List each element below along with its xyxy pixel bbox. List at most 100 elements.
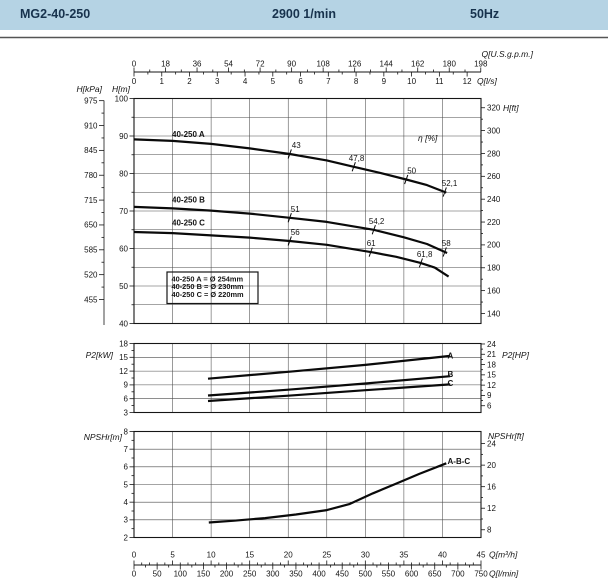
efficiency-tick [287,236,292,246]
axis-tick-label: 16 [487,482,496,491]
efficiency-tick [287,212,292,223]
axis-tick-label: 3 [124,408,129,417]
axis-label-q-lmin: Q[l/min] [489,569,519,579]
efficiency-tick [351,161,356,172]
axis-tick-label: 780 [84,171,98,180]
axis-tick-label: 6 [124,463,129,472]
curve-label: C [448,379,454,388]
curve-label: B [448,370,454,379]
axis-tick-label: 60 [119,244,128,253]
axis-tick-label: 10 [207,551,216,560]
axis-tick-label: 200 [487,241,501,250]
axis-tick-label: 35 [399,551,408,560]
head-curve-c [133,230,450,278]
efficiency-value: 58 [442,239,451,248]
axis-tick-label: 180 [487,264,501,273]
axis-tick-label: 1 [160,77,165,86]
axis-tick-label: 4 [243,77,248,86]
axis-tick-label: 5 [124,480,129,489]
axis-tick-label: 455 [84,295,98,304]
axis-tick-label: 550 [382,570,396,579]
axis-tick-label: 7 [326,77,331,86]
axis-tick-label: 2 [187,77,192,86]
axis-label-q-m3h: Q[m³/h] [489,550,518,560]
curve-label: 40-250 A [172,130,205,139]
axis-tick-label: 150 [197,570,211,579]
axis-tick-label: 15 [119,353,128,362]
axis-tick-label: 5 [271,77,276,86]
axis-tick-label: 15 [487,371,496,380]
axis-tick-label: 12 [463,77,472,86]
axis-tick-label: 260 [487,172,501,181]
axis-tick-label: 18 [119,339,128,348]
axis-tick-label: 4 [124,498,129,507]
legend-item: 40-250 B = Ø 230mm [172,282,245,291]
efficiency-value: 61,8 [417,250,433,259]
axis-tick-label: 3 [215,77,220,86]
efficiency-value: 51 [291,205,300,214]
axis-tick-label: 975 [84,96,98,105]
axis-tick-label: 0 [132,77,137,86]
axis-tick-label: 280 [487,149,501,158]
axis-tick-label: 126 [348,60,362,69]
axis-tick-label: 180 [443,60,457,69]
pump-model: MG2-40-250 [20,7,91,21]
axis-label-h-ft: H[ft] [503,103,519,113]
axis-label-h-kpa: H[kPa] [76,84,102,94]
axis-tick-label: 715 [84,196,98,205]
legend-item: 40-250 C = Ø 220mm [172,290,245,299]
axis-tick-label: 144 [380,60,394,69]
axis-tick-label: 24 [487,439,496,448]
curve-label: 40-250 B [172,196,205,205]
efficiency-tick [371,224,376,235]
pump-speed: 2900 1/min [272,7,336,21]
axis-label-npshr-m: NPSHr[m] [84,432,123,442]
axis-tick-label: 10 [407,77,416,86]
power-curve-a [207,354,451,380]
axis-tick-label: 40 [438,551,447,560]
axis-tick-label: 8 [124,427,129,436]
efficiency-tick [404,174,409,185]
axis-tick-label: 600 [405,570,419,579]
axis-tick-label: 700 [451,570,465,579]
axis-tick-label: 520 [84,270,98,279]
efficiency-value: 61 [367,239,376,248]
axis-tick-label: 108 [316,60,330,69]
axis-tick-label: 20 [487,461,496,470]
axis-tick-label: 350 [289,570,303,579]
axis-tick-label: 18 [161,60,170,69]
axis-tick-label: 30 [361,551,370,560]
efficiency-tick [442,187,447,197]
axis-label-h-m: H[m] [112,84,131,94]
axis-tick-label: 50 [119,282,128,291]
axis-tick-label: 500 [359,570,373,579]
axis-tick-label: 6 [124,395,129,404]
axis-tick-label: 12 [119,367,128,376]
axis-tick-label: 6 [298,77,303,86]
head-curve-a [133,138,447,194]
axis-tick-label: 80 [119,169,128,178]
axis-tick-label: 845 [84,146,98,155]
axis-tick-label: 15 [245,551,254,560]
axis-tick-label: 24 [487,340,496,349]
npshr-curve [208,462,447,524]
axis-label-npshr-ft: NPSHr[ft] [488,431,525,441]
curve-label: 40-250 C [172,219,205,228]
efficiency-value: 43 [292,141,301,150]
axis-tick-label: 9 [124,381,129,390]
axis-tick-label: 3 [124,516,129,525]
axis-tick-label: 70 [119,207,128,216]
axis-tick-label: 300 [266,570,280,579]
efficiency-value: 50 [407,167,416,176]
axis-tick-label: 585 [84,246,98,255]
axis-tick-label: 20 [284,551,293,560]
axis-tick-label: 21 [487,350,496,359]
axis-tick-label: 650 [428,570,442,579]
axis-tick-label: 0 [132,551,137,560]
axis-tick-label: 72 [256,60,265,69]
axis-label-p2-hp: P2[HP] [502,350,530,360]
axis-tick-label: 240 [487,195,501,204]
axis-tick-label: 220 [487,218,501,227]
axis-tick-label: 160 [487,286,501,295]
